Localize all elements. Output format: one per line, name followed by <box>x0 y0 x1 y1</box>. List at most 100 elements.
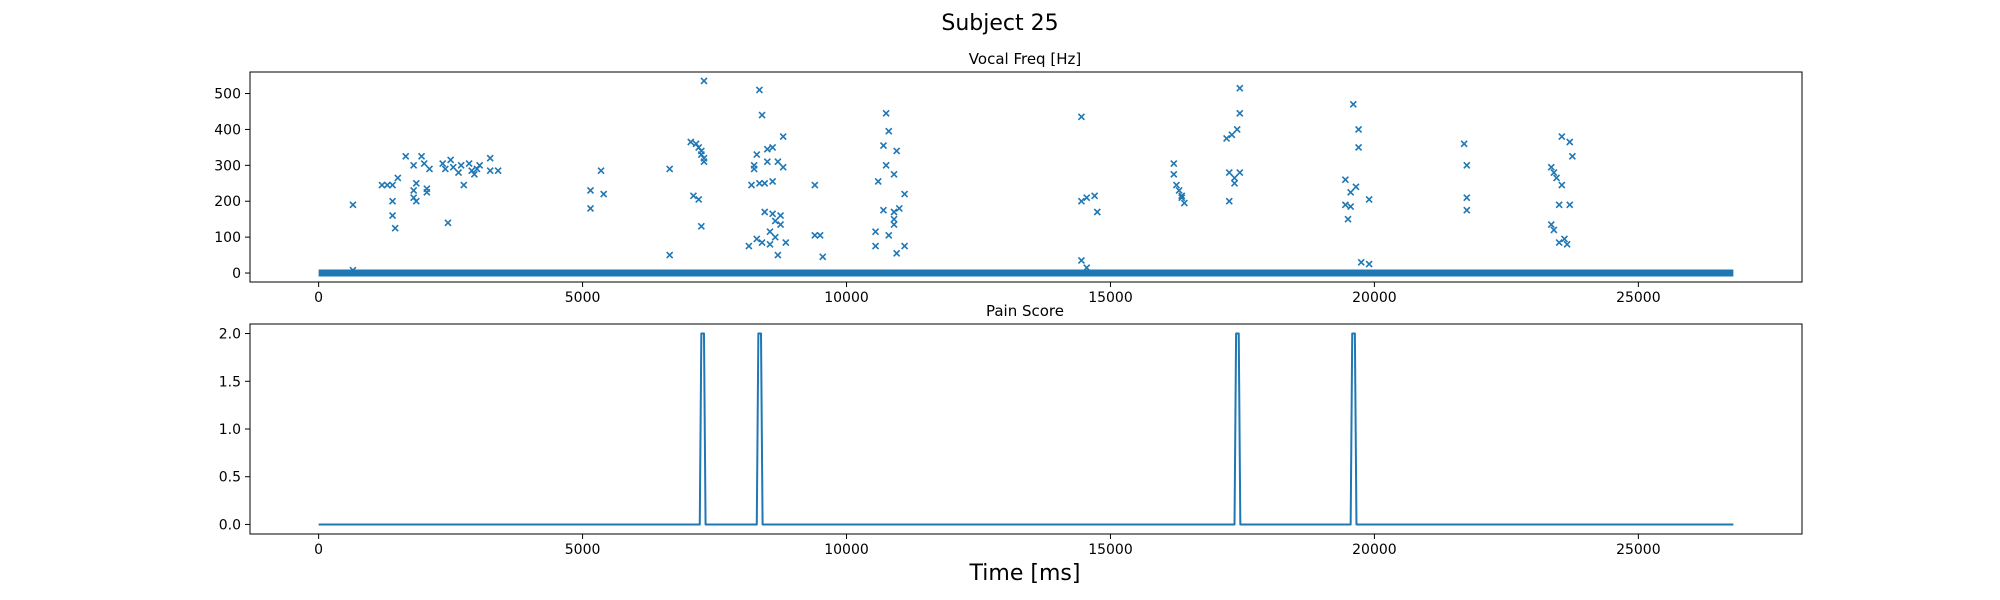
data-point <box>1550 168 1558 177</box>
x-tick-label: 25000 <box>1616 290 1661 306</box>
data-point <box>666 165 674 173</box>
data-point <box>753 235 761 243</box>
data-point <box>1344 215 1352 223</box>
data-point <box>769 177 777 186</box>
data-point <box>761 208 769 216</box>
data-point <box>1365 260 1373 268</box>
data-point <box>1175 186 1183 195</box>
data-point <box>769 143 777 151</box>
data-point <box>819 253 827 261</box>
data-point <box>444 219 452 227</box>
data-point <box>600 190 608 198</box>
data-point <box>1560 235 1569 243</box>
data-point <box>700 77 708 85</box>
y-tick-label: 2.0 <box>219 327 241 343</box>
data-point <box>476 161 484 169</box>
data-point <box>1178 192 1186 200</box>
data-point <box>879 206 888 214</box>
x-tick-label: 5000 <box>565 542 601 558</box>
data-point <box>890 215 898 223</box>
data-point <box>1077 256 1085 265</box>
figure-suptitle: Subject 25 <box>941 11 1058 36</box>
data-point <box>1558 181 1566 189</box>
data-point <box>771 217 779 225</box>
x-tick-label: 0 <box>314 290 323 306</box>
data-point <box>586 204 595 212</box>
data-point <box>1172 181 1181 189</box>
x-tick-label: 10000 <box>824 542 869 558</box>
data-point <box>454 168 463 177</box>
data-point <box>1236 84 1244 92</box>
data-point <box>1170 170 1178 178</box>
data-point <box>1547 163 1555 171</box>
data-point <box>687 138 695 146</box>
data-point <box>1228 131 1236 139</box>
data-point <box>755 179 763 187</box>
data-point <box>391 224 399 232</box>
data-point <box>1566 201 1574 209</box>
data-point <box>779 163 787 171</box>
data-point <box>1563 240 1571 248</box>
vocal-freq-y-ticks: 0 100 200 300 400 500 <box>214 87 250 282</box>
data-point <box>1077 197 1085 205</box>
x-tick-label: 20000 <box>1352 290 1397 306</box>
data-point <box>1236 168 1244 177</box>
data-point <box>441 165 449 173</box>
y-tick-label: 1.5 <box>219 374 241 390</box>
data-point <box>1463 161 1471 169</box>
y-tick-label: 0.5 <box>219 470 241 486</box>
data-point <box>761 179 769 187</box>
data-point <box>465 159 473 168</box>
data-point <box>1555 238 1563 247</box>
data-point <box>1083 194 1091 202</box>
data-point <box>1170 159 1178 168</box>
x-tick-label: 25000 <box>1616 542 1661 558</box>
data-point <box>774 251 782 259</box>
data-point <box>895 204 903 212</box>
x-tick-label: 15000 <box>1088 290 1133 306</box>
data-point <box>423 188 431 196</box>
data-point <box>1233 125 1241 134</box>
data-point <box>417 152 426 160</box>
data-point <box>871 242 880 250</box>
data-point <box>1355 125 1363 134</box>
data-point <box>378 181 386 189</box>
data-point <box>811 181 819 189</box>
data-point <box>470 170 478 178</box>
data-point <box>486 167 494 175</box>
vocal-freq-points <box>318 77 1734 277</box>
x-tick-label: 0 <box>314 542 323 558</box>
data-point <box>447 156 455 164</box>
data-point <box>893 249 901 257</box>
data-point <box>402 152 410 160</box>
data-point <box>410 186 418 195</box>
pain-score-y-ticks: 0.0 0.5 1.0 1.5 2.0 <box>219 327 250 533</box>
data-point <box>747 181 756 189</box>
data-point <box>1077 113 1085 121</box>
y-tick-label: 200 <box>214 194 241 210</box>
data-point <box>745 242 753 250</box>
data-point <box>890 208 898 216</box>
x-tick-label: 10000 <box>824 290 869 306</box>
data-point <box>882 161 890 169</box>
data-point <box>1091 192 1099 200</box>
data-point <box>766 228 774 236</box>
data-point <box>586 186 595 195</box>
data-point <box>494 167 502 175</box>
data-point <box>666 251 674 259</box>
data-point <box>890 220 898 229</box>
data-point <box>410 161 418 169</box>
pain-score-title: Pain Score <box>986 302 1064 320</box>
data-point <box>890 170 898 178</box>
pain-score-subplot: Pain Score 0 5000 10000 15000 20000 25000 0.0… <box>219 302 1803 558</box>
data-point <box>1093 208 1101 216</box>
y-tick-label: 0 <box>232 266 241 282</box>
data-point <box>874 177 882 186</box>
data-point <box>349 201 357 209</box>
x-axis-label: Time [ms] <box>969 561 1081 586</box>
data-point <box>758 111 766 119</box>
data-point <box>1230 174 1239 182</box>
data-point <box>893 147 901 155</box>
vocal-freq-subplot: Vocal Freq [Hz] 0 5000 10000 15000 20000 2500… <box>214 50 1803 306</box>
